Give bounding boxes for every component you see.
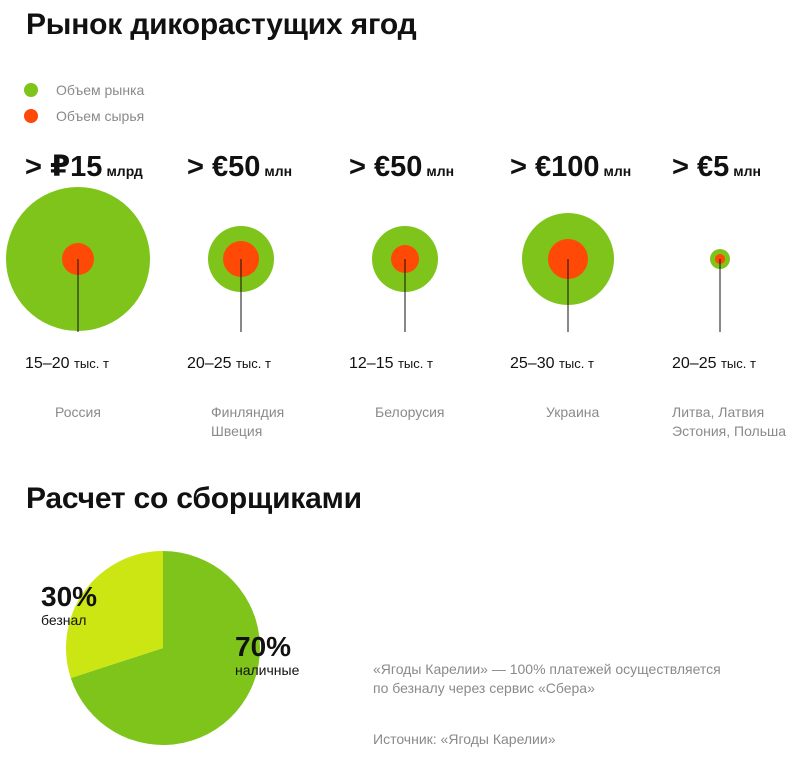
bubble-column: > €5 млн 20–25 тыс. т Литва, Латвия Эстония,… — [672, 150, 800, 439]
raw-volume-value: 12–15 — [349, 355, 398, 372]
raw-volume: 25–30 тыс. т — [510, 355, 594, 373]
legend-label-market: Объем рынка — [56, 82, 145, 98]
pie-slice-card — [66, 551, 163, 678]
market-headline: > €50 млн — [349, 150, 539, 184]
raw-volume-value: 20–25 — [187, 355, 236, 372]
market-value: > ₽15 — [25, 151, 103, 183]
source: Источник: «Ягоды Карелии» — [373, 731, 556, 747]
note-line: по безналу через сервис «Сбера» — [373, 680, 595, 696]
pie-group — [66, 551, 261, 745]
market-unit: млн — [426, 163, 455, 179]
legend-label-raw: Объем сырья — [56, 108, 145, 124]
raw-volume-unit: тыс. т — [720, 356, 756, 371]
legend-item-raw: Объем сырья — [24, 103, 144, 129]
note: «Ягоды Карелии» — 100% платежей осуществ… — [373, 660, 721, 698]
country-label: Россия — [55, 403, 101, 422]
pie-pct-cash: 70% — [235, 631, 292, 662]
country-label: Литва, Латвия Эстония, Польша — [672, 403, 786, 441]
raw-volume: 15–20 тыс. т — [25, 355, 109, 373]
country-line: Литва, Латвия — [672, 404, 765, 420]
legend-swatch-market — [24, 83, 38, 97]
pie-title: Расчет со сборщиками — [26, 482, 362, 515]
note-line: «Ягоды Карелии» — 100% платежей осуществ… — [373, 661, 721, 677]
bubble-group — [6, 187, 730, 332]
bubble-column: > €50 млн 20–25 тыс. т Финляндия Швеция — [187, 150, 377, 439]
market-headline: > ₽15 млрд — [25, 150, 215, 184]
market-unit: млрд — [106, 163, 143, 179]
market-unit: млн — [603, 163, 632, 179]
raw-volume-unit: тыс. т — [73, 356, 109, 371]
legend: Объем рынка Объем сырья — [24, 77, 144, 129]
country-line: Россия — [55, 404, 101, 420]
market-value: > €50 — [349, 151, 423, 183]
raw-volume-value: 20–25 — [672, 355, 721, 372]
country-line: Финляндия — [211, 404, 285, 420]
pie-label-cash: 70% наличные — [235, 631, 300, 679]
legend-swatch-raw — [24, 109, 38, 123]
country-line: Белорусия — [375, 404, 445, 420]
market-headline: > €5 млн — [672, 150, 800, 184]
market-headline: > €50 млн — [187, 150, 377, 184]
market-value: > €5 — [672, 151, 730, 183]
pie-label-card: 30% безнал — [41, 581, 98, 629]
country-line: Эстония, Польша — [672, 423, 787, 439]
market-unit: млн — [264, 163, 293, 179]
legend-item-market: Объем рынка — [24, 77, 144, 103]
raw-volume-value: 25–30 — [510, 355, 559, 372]
pie-text-cash: наличные — [235, 662, 300, 678]
bubble-column: > €100 млн 25–30 тыс. т Украина — [510, 150, 700, 420]
country-label: Финляндия Швеция — [211, 403, 284, 441]
country-line: Швеция — [211, 423, 263, 439]
bubble-column: > €50 млн 12–15 тыс. т Белорусия — [349, 150, 539, 420]
country-line: Украина — [546, 404, 600, 420]
raw-volume-unit: тыс. т — [397, 356, 433, 371]
country-label: Украина — [546, 403, 599, 422]
pie-slice-cash — [70, 551, 261, 745]
market-headline: > €100 млн — [510, 150, 700, 184]
country-label: Белорусия — [375, 403, 445, 422]
market-unit: млн — [733, 163, 761, 179]
raw-volume-unit: тыс. т — [235, 356, 271, 371]
raw-volume: 20–25 тыс. т — [672, 355, 756, 373]
pie-text-card: безнал — [41, 612, 87, 628]
raw-volume-unit: тыс. т — [558, 356, 594, 371]
bubble-column: > ₽15 млрд 15–20 тыс. т Россия — [25, 150, 215, 420]
market-value: > €50 — [187, 151, 261, 183]
raw-volume: 12–15 тыс. т — [349, 355, 433, 373]
raw-volume-value: 15–20 — [25, 355, 74, 372]
market-value: > €100 — [510, 151, 600, 183]
chart-title: Рынок дикорастущих ягод — [26, 8, 417, 41]
raw-volume: 20–25 тыс. т — [187, 355, 271, 373]
pie-pct-card: 30% — [41, 581, 98, 612]
